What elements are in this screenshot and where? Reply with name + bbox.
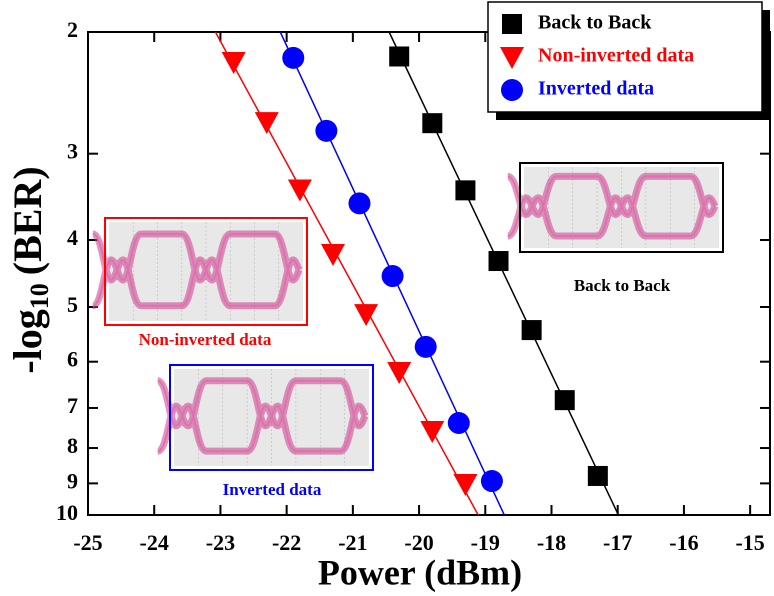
circle-marker — [282, 47, 304, 69]
x-tick-label: -15 — [735, 530, 764, 555]
x-tick-label: -21 — [338, 530, 367, 555]
legend-marker — [502, 14, 522, 34]
triangle-marker — [420, 421, 444, 443]
y-tick-label: 4 — [67, 225, 78, 250]
x-tick-label: -23 — [206, 530, 235, 555]
triangle-marker — [222, 52, 246, 74]
y-tick-label: 8 — [67, 433, 78, 458]
x-tick-label: -18 — [537, 530, 566, 555]
y-axis-label: -log10 (BER) — [5, 166, 54, 373]
square-marker — [389, 46, 409, 66]
legend-label: Inverted data — [538, 78, 654, 100]
square-marker — [422, 113, 442, 133]
circle-marker — [382, 265, 404, 287]
circle-marker — [315, 120, 337, 142]
y-tick-label: 10 — [56, 500, 78, 525]
x-tick-label: -24 — [140, 530, 169, 555]
x-tick-label: -16 — [669, 530, 698, 555]
x-axis-label: Power (dBm) — [318, 552, 522, 592]
triangle-marker — [255, 112, 279, 134]
x-tick-label: -17 — [603, 530, 632, 555]
y-tick-label: 2 — [67, 17, 78, 42]
y-label-subscript: 10 — [25, 283, 54, 309]
circle-marker — [448, 412, 470, 434]
y-tick-label: 6 — [67, 347, 78, 372]
legend-label: Back to Back — [538, 12, 652, 34]
square-marker — [522, 320, 542, 340]
triangle-marker — [354, 304, 378, 326]
inset-label: Inverted data — [223, 480, 322, 499]
x-tick-label: -20 — [404, 530, 433, 555]
y-tick-label: 7 — [67, 393, 78, 418]
chart: Power (dBm) -log10(BER) -25-24-23-22-21-… — [0, 0, 774, 596]
inset-label: Back to Back — [574, 276, 671, 295]
square-marker — [588, 466, 608, 486]
legend-marker — [501, 79, 523, 101]
x-tick-label: -19 — [471, 530, 500, 555]
triangle-marker — [453, 474, 477, 496]
x-tick-label: -22 — [272, 530, 301, 555]
circle-marker — [348, 192, 370, 214]
y-tick-label: 3 — [67, 139, 78, 164]
y-label-text: -log — [5, 309, 50, 373]
legend-label: Non-inverted data — [538, 45, 694, 67]
y-tick-label: 9 — [67, 468, 78, 493]
triangle-marker — [288, 179, 312, 201]
circle-marker — [415, 336, 437, 358]
square-marker — [555, 390, 575, 410]
y-tick-label: 5 — [67, 292, 78, 317]
triangle-marker — [387, 362, 411, 384]
inset-label: Non-inverted data — [139, 330, 272, 349]
y-label-suffix: (BER) — [5, 166, 50, 275]
square-marker — [455, 180, 475, 200]
circle-marker — [481, 470, 503, 492]
square-marker — [489, 251, 509, 271]
x-tick-label: -25 — [73, 530, 102, 555]
